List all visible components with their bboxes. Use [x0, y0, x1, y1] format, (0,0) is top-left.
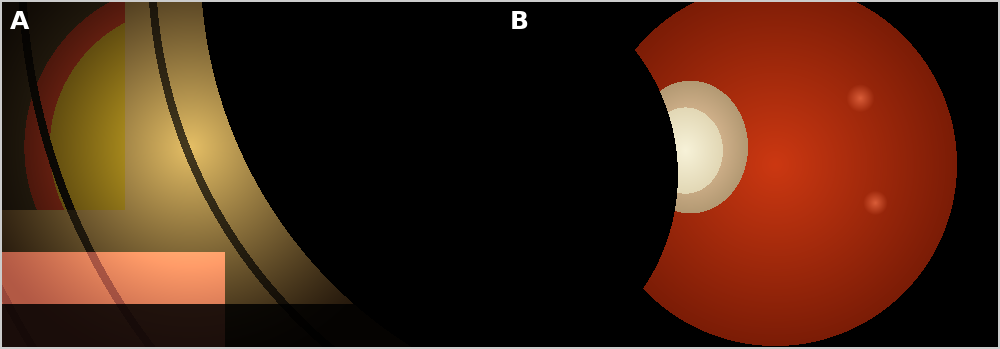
- Text: A: A: [10, 10, 29, 35]
- Text: B: B: [510, 10, 529, 35]
